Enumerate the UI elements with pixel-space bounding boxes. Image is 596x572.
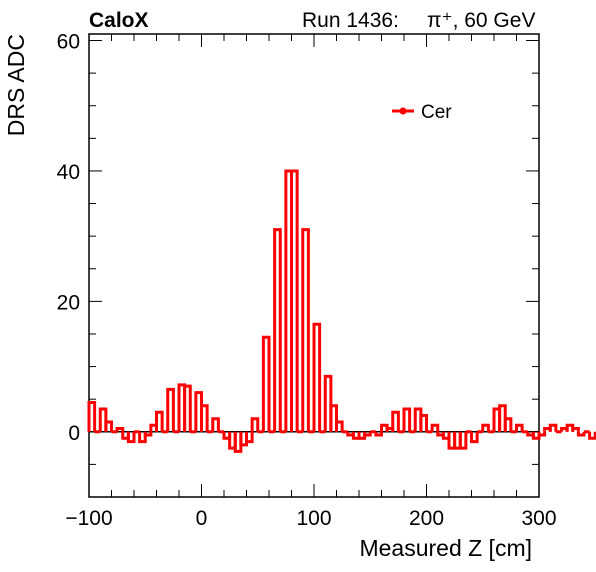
x-tick-label: 200	[409, 507, 444, 530]
x-tick-labels: −100 0 100 200 300	[65, 507, 556, 530]
y-axis-title: DRS ADC	[3, 34, 29, 136]
histogram-bin	[104, 420, 113, 432]
y-tick-label: 0	[68, 422, 80, 445]
x-tick-label: −100	[65, 507, 112, 530]
histogram-bin	[261, 335, 271, 432]
histogram-bin	[391, 410, 400, 432]
x-tick-label: 100	[296, 507, 331, 530]
brand-label: CaloX	[89, 9, 149, 32]
histogram-bin	[363, 431, 372, 437]
histogram-bin	[515, 423, 524, 432]
histogram-series-cer	[87, 169, 596, 453]
histogram-bin	[87, 400, 97, 432]
legend-label-cer: Cer	[421, 102, 452, 123]
histogram-bin	[312, 322, 322, 432]
histogram-bin	[245, 431, 254, 444]
x-tick-label: 0	[196, 507, 208, 530]
histogram-bin	[98, 407, 108, 432]
histogram-bin	[402, 407, 412, 432]
histogram-bin	[571, 427, 580, 432]
x-axis-title: Measured Z [cm]	[359, 535, 532, 561]
y-tick-labels: 0 20 40 60	[57, 31, 80, 445]
histogram-bin	[576, 431, 586, 437]
histogram-bin	[250, 417, 260, 432]
histogram-bin	[430, 423, 440, 432]
histogram-bin	[301, 228, 310, 432]
particle-label: π⁺, 60 GeV	[427, 9, 535, 32]
histogram-bin	[537, 431, 547, 437]
histogram-bin	[588, 431, 596, 440]
axis-ticks	[88, 34, 540, 498]
histogram-bin	[211, 417, 220, 432]
histogram-bin	[335, 420, 344, 432]
histogram-bin	[329, 404, 338, 432]
legend: Cer	[392, 102, 452, 123]
histogram-bin	[143, 431, 153, 437]
histogram-bin	[166, 387, 175, 432]
run-label: Run 1436:	[302, 9, 399, 32]
histogram-bin	[155, 410, 164, 432]
histogram-bin	[138, 431, 147, 444]
histogram-bin	[419, 413, 428, 432]
histogram-bin	[200, 404, 209, 432]
histogram-bin	[273, 228, 282, 432]
y-tick-label: 40	[57, 161, 80, 184]
histogram-bin	[374, 431, 383, 437]
histogram-bin	[481, 423, 490, 432]
histogram-bin	[126, 431, 136, 444]
histogram-bin	[115, 427, 125, 432]
histogram-bin	[290, 169, 299, 432]
legend-marker	[399, 107, 407, 115]
histogram-bin	[548, 423, 558, 432]
histogram-bin	[503, 417, 513, 432]
histogram-bin	[458, 431, 468, 450]
x-tick-label: 300	[521, 507, 556, 530]
y-tick-label: 20	[57, 291, 80, 314]
histogram-bin	[470, 431, 479, 444]
histogram-bin	[323, 374, 333, 432]
histogram-bin	[183, 384, 192, 432]
y-tick-label: 60	[57, 31, 80, 54]
